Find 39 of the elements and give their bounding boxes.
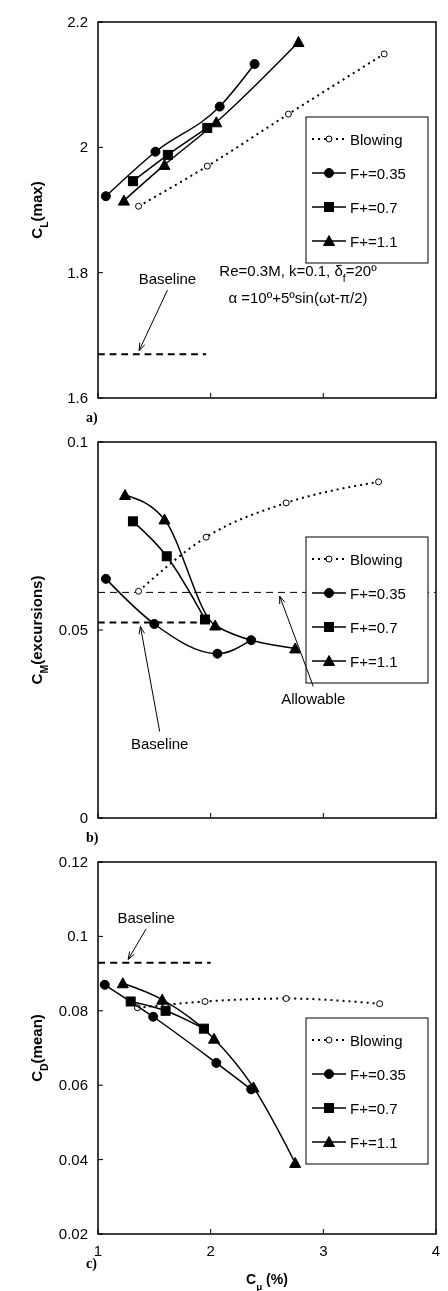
legend-label: F+=0.7	[350, 1100, 398, 1117]
legend-label: F+=0.7	[350, 199, 398, 216]
y-tick-label: 0.12	[58, 853, 88, 870]
text: a)	[86, 410, 98, 426]
legend-label: F+=0.35	[350, 585, 406, 602]
legend-label: F+=1.1	[350, 653, 398, 670]
x-tick-label: 2	[206, 1242, 215, 1259]
y-tick-label: 0.04	[58, 1150, 88, 1168]
legend-label: F+=1.1	[350, 1134, 398, 1151]
y-tick-label: 0.05	[58, 621, 88, 638]
y-tick-label: 0.06	[58, 1076, 88, 1094]
x-tick-label: 4	[431, 1242, 441, 1259]
y-tick-label: 1.6	[67, 389, 88, 406]
legend-label: F+=0.35	[350, 1066, 406, 1083]
y-tick-label: 2.2	[67, 13, 88, 30]
annotation: Baseline	[138, 270, 197, 288]
legend-label: Blowing	[350, 1032, 403, 1049]
text: c)	[86, 1256, 98, 1272]
y-tick-label: 0.1	[67, 433, 88, 450]
annotation: Allowable	[281, 690, 346, 708]
x-tick-label: 1	[93, 1242, 103, 1259]
y-tick-label: 0.08	[58, 1001, 88, 1019]
text: b)	[86, 830, 99, 846]
y-tick-label: 0	[79, 809, 88, 826]
legend-label: Blowing	[350, 551, 403, 568]
y-tick-label: 2	[79, 138, 88, 156]
legend-label: F+=1.1	[350, 233, 398, 250]
legend-label: F+=0.35	[350, 165, 406, 182]
y-tick-label: 0.02	[58, 1225, 88, 1242]
legend-label: F+=0.7	[350, 619, 398, 636]
annotation: Re=0.3M, k=0.1, δ$_{f}$=20º	[219, 262, 378, 284]
legend-label: Blowing	[350, 131, 403, 148]
annotation: α =10º+5ºsin(ωt-π/2)	[228, 289, 368, 306]
y-tick-label: 0.1	[67, 927, 88, 945]
x-axis-title: C$_{μ}$ (%)	[246, 1271, 288, 1291]
annotation: Baseline	[117, 908, 175, 926]
y-tick-label: 1.8	[67, 263, 88, 281]
x-tick-label: 3	[319, 1242, 328, 1259]
annotation: Baseline	[130, 735, 189, 753]
